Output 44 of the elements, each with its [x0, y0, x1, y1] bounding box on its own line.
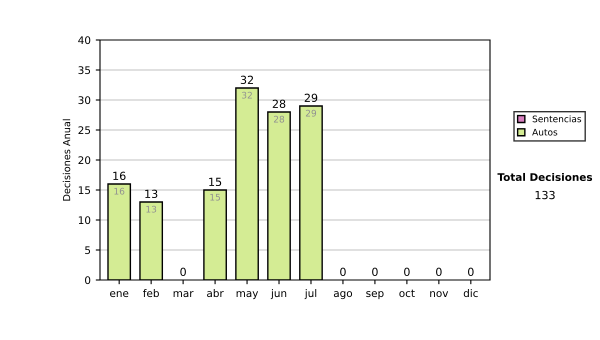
- x-tick-label: mar: [174, 291, 194, 298]
- total-label: 0: [404, 268, 410, 276]
- x-tick-label: dic: [464, 289, 478, 298]
- text: 133: [536, 190, 555, 200]
- total-label: 15: [209, 178, 222, 186]
- total-label: 13: [145, 190, 158, 198]
- total-label: 0: [180, 268, 186, 276]
- x-tick-label: sep: [366, 291, 384, 300]
- total-label: 32: [240, 76, 254, 84]
- y-tick-label: 35: [78, 66, 90, 74]
- y-tick-label: 15: [78, 186, 90, 194]
- data-label: 32: [242, 92, 252, 99]
- y-tick-label: 0: [85, 276, 90, 284]
- total-label: 29: [304, 94, 318, 102]
- data-label: 29: [306, 110, 316, 117]
- total-label: 0: [372, 268, 378, 276]
- y-tick-label: 30: [78, 96, 90, 104]
- y-tick-label: 20: [78, 156, 90, 164]
- x-tick-label: feb: [143, 289, 159, 298]
- legend-label: Autos: [532, 128, 558, 136]
- total-label: 16: [113, 172, 126, 180]
- x-tick-label: ene: [110, 291, 128, 298]
- data-label: 28: [274, 116, 284, 123]
- x-tick-label: jul: [304, 289, 316, 300]
- total-label: 0: [436, 268, 442, 276]
- data-label: 15: [210, 194, 220, 201]
- x-tick-label: ago: [334, 291, 352, 300]
- data-label: 16: [114, 188, 124, 195]
- x-tick-label: abr: [207, 289, 224, 298]
- x-tick-label: nov: [430, 291, 448, 298]
- y-tick-label: 25: [78, 126, 90, 134]
- total-label: 28: [272, 100, 286, 108]
- y-tick-label: 10: [78, 216, 90, 224]
- y-tick-label: 5: [85, 246, 90, 254]
- legend-label: Sentencias: [532, 115, 582, 122]
- total-label: 0: [340, 268, 346, 276]
- y-axis-title: Decisiones Anual: [62, 119, 70, 201]
- y-tick-label: 40: [78, 36, 90, 44]
- text: Total Decisiones: [497, 172, 592, 182]
- x-tick-label: may: [236, 291, 258, 300]
- x-tick-label: jun: [270, 289, 286, 300]
- data-label: 13: [146, 206, 156, 213]
- total-label: 0: [468, 268, 474, 276]
- x-tick-label: oct: [399, 290, 415, 298]
